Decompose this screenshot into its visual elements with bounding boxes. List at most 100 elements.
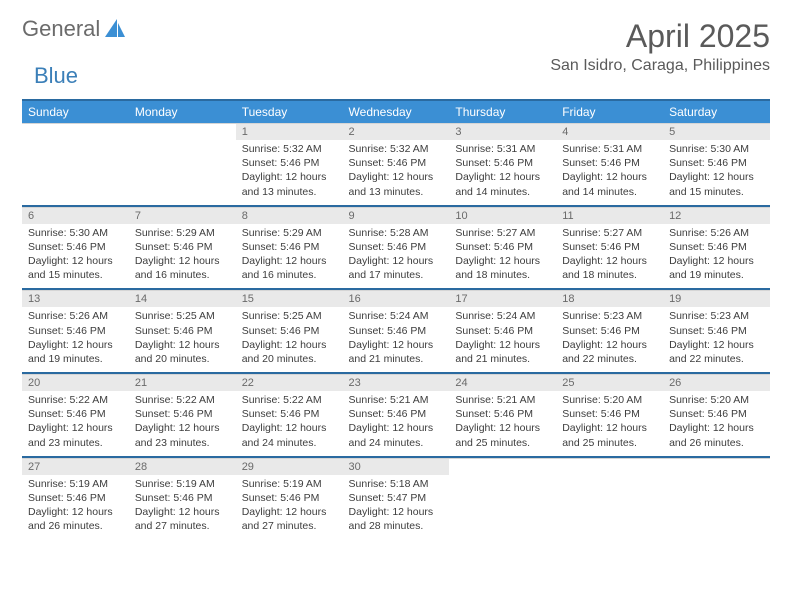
day-number: 12 — [663, 207, 770, 224]
sunset: 5:46 PM — [280, 241, 319, 253]
sunset: 5:46 PM — [601, 241, 640, 253]
day-content: Sunrise: 5:19 AMSunset: 5:46 PMDaylight:… — [22, 475, 129, 540]
day-number: 10 — [449, 207, 556, 224]
sunset: 5:46 PM — [280, 325, 319, 337]
day-content: Sunrise: 5:25 AMSunset: 5:46 PMDaylight:… — [236, 307, 343, 372]
day-number: 26 — [663, 374, 770, 391]
day-cell: 4Sunrise: 5:31 AMSunset: 5:46 PMDaylight… — [556, 123, 663, 206]
day-cell: 5Sunrise: 5:30 AMSunset: 5:46 PMDaylight… — [663, 123, 770, 206]
sunset: 5:46 PM — [387, 241, 426, 253]
day-number: 29 — [236, 458, 343, 475]
sunrise: 5:29 AM — [176, 227, 215, 239]
sunrise: 5:28 AM — [390, 227, 429, 239]
sunrise: 5:31 AM — [497, 143, 536, 155]
sunrise: 5:30 AM — [711, 143, 750, 155]
daylight-hours: 12 — [606, 339, 618, 351]
weekday-header: Friday — [556, 100, 663, 123]
sunrise: 5:27 AM — [497, 227, 536, 239]
day-content: Sunrise: 5:19 AMSunset: 5:46 PMDaylight:… — [236, 475, 343, 540]
day-content: Sunrise: 5:24 AMSunset: 5:46 PMDaylight:… — [343, 307, 450, 372]
day-content: Sunrise: 5:22 AMSunset: 5:46 PMDaylight:… — [236, 391, 343, 456]
sunset: 5:46 PM — [67, 492, 106, 504]
day-cell: 14Sunrise: 5:25 AMSunset: 5:46 PMDayligh… — [129, 289, 236, 373]
daylight-hours: 12 — [392, 339, 404, 351]
daylight-minutes: 13 — [369, 186, 381, 198]
sunset: 5:46 PM — [601, 408, 640, 420]
day-number: 23 — [343, 374, 450, 391]
sunrise: 5:32 AM — [283, 143, 322, 155]
daylight-minutes: 22 — [583, 353, 595, 365]
day-content: Sunrise: 5:26 AMSunset: 5:46 PMDaylight:… — [22, 307, 129, 372]
day-content: Sunrise: 5:18 AMSunset: 5:47 PMDaylight:… — [343, 475, 450, 540]
daylight-minutes: 26 — [690, 437, 702, 449]
day-cell: 1Sunrise: 5:32 AMSunset: 5:46 PMDaylight… — [236, 123, 343, 206]
day-cell: 13Sunrise: 5:26 AMSunset: 5:46 PMDayligh… — [22, 289, 129, 373]
sunset: 5:46 PM — [494, 157, 533, 169]
day-cell: 24Sunrise: 5:21 AMSunset: 5:46 PMDayligh… — [449, 373, 556, 457]
daylight-hours: 12 — [392, 506, 404, 518]
daylight-hours: 12 — [713, 255, 725, 267]
daylight-hours: 12 — [606, 255, 618, 267]
day-content: Sunrise: 5:27 AMSunset: 5:46 PMDaylight:… — [449, 224, 556, 289]
day-number: 1 — [236, 123, 343, 140]
day-cell: 22Sunrise: 5:22 AMSunset: 5:46 PMDayligh… — [236, 373, 343, 457]
day-cell: 11Sunrise: 5:27 AMSunset: 5:46 PMDayligh… — [556, 206, 663, 290]
day-cell — [663, 457, 770, 540]
sunset: 5:46 PM — [280, 492, 319, 504]
sunset: 5:46 PM — [494, 241, 533, 253]
week-row: 27Sunrise: 5:19 AMSunset: 5:46 PMDayligh… — [22, 457, 770, 540]
day-content: Sunrise: 5:32 AMSunset: 5:46 PMDaylight:… — [236, 140, 343, 205]
day-cell: 3Sunrise: 5:31 AMSunset: 5:46 PMDaylight… — [449, 123, 556, 206]
daylight-minutes: 24 — [262, 437, 274, 449]
sunset: 5:46 PM — [67, 241, 106, 253]
daylight-minutes: 24 — [369, 437, 381, 449]
weekday-header: Wednesday — [343, 100, 450, 123]
daylight-hours: 12 — [179, 339, 191, 351]
daylight-hours: 12 — [179, 255, 191, 267]
day-content: Sunrise: 5:22 AMSunset: 5:46 PMDaylight:… — [129, 391, 236, 456]
sunset: 5:46 PM — [387, 157, 426, 169]
day-number: 25 — [556, 374, 663, 391]
day-content: Sunrise: 5:30 AMSunset: 5:46 PMDaylight:… — [663, 140, 770, 205]
daylight-hours: 12 — [713, 171, 725, 183]
day-cell: 19Sunrise: 5:23 AMSunset: 5:46 PMDayligh… — [663, 289, 770, 373]
sunset: 5:47 PM — [387, 492, 426, 504]
sail-icon — [105, 19, 125, 37]
day-number: 11 — [556, 207, 663, 224]
daylight-minutes: 18 — [583, 269, 595, 281]
day-cell: 30Sunrise: 5:18 AMSunset: 5:47 PMDayligh… — [343, 457, 450, 540]
daylight-minutes: 13 — [262, 186, 274, 198]
daylight-minutes: 20 — [155, 353, 167, 365]
day-content: Sunrise: 5:20 AMSunset: 5:46 PMDaylight:… — [663, 391, 770, 456]
day-number: 9 — [343, 207, 450, 224]
day-cell: 20Sunrise: 5:22 AMSunset: 5:46 PMDayligh… — [22, 373, 129, 457]
calendar-body: 1Sunrise: 5:32 AMSunset: 5:46 PMDaylight… — [22, 123, 770, 539]
day-content: Sunrise: 5:23 AMSunset: 5:46 PMDaylight:… — [556, 307, 663, 372]
sunset: 5:46 PM — [708, 325, 747, 337]
sunrise: 5:23 AM — [604, 310, 643, 322]
sunset: 5:46 PM — [494, 325, 533, 337]
brand-part2: Blue — [34, 63, 78, 88]
day-content: Sunrise: 5:29 AMSunset: 5:46 PMDaylight:… — [236, 224, 343, 289]
day-number: 8 — [236, 207, 343, 224]
day-cell: 2Sunrise: 5:32 AMSunset: 5:46 PMDaylight… — [343, 123, 450, 206]
daylight-minutes: 23 — [48, 437, 60, 449]
sunrise: 5:30 AM — [69, 227, 108, 239]
daylight-hours: 12 — [606, 171, 618, 183]
sunrise: 5:22 AM — [283, 394, 322, 406]
daylight-minutes: 19 — [690, 269, 702, 281]
daylight-hours: 12 — [606, 422, 618, 434]
week-row: 20Sunrise: 5:22 AMSunset: 5:46 PMDayligh… — [22, 373, 770, 457]
day-cell: 28Sunrise: 5:19 AMSunset: 5:46 PMDayligh… — [129, 457, 236, 540]
day-cell: 6Sunrise: 5:30 AMSunset: 5:46 PMDaylight… — [22, 206, 129, 290]
day-number: 16 — [343, 290, 450, 307]
sunset: 5:46 PM — [280, 408, 319, 420]
sunrise: 5:25 AM — [176, 310, 215, 322]
sunrise: 5:24 AM — [390, 310, 429, 322]
daylight-hours: 12 — [179, 422, 191, 434]
sunset: 5:46 PM — [387, 408, 426, 420]
daylight-hours: 12 — [392, 171, 404, 183]
daylight-hours: 12 — [713, 422, 725, 434]
weekday-header-row: Sunday Monday Tuesday Wednesday Thursday… — [22, 100, 770, 123]
sunrise: 5:21 AM — [497, 394, 536, 406]
